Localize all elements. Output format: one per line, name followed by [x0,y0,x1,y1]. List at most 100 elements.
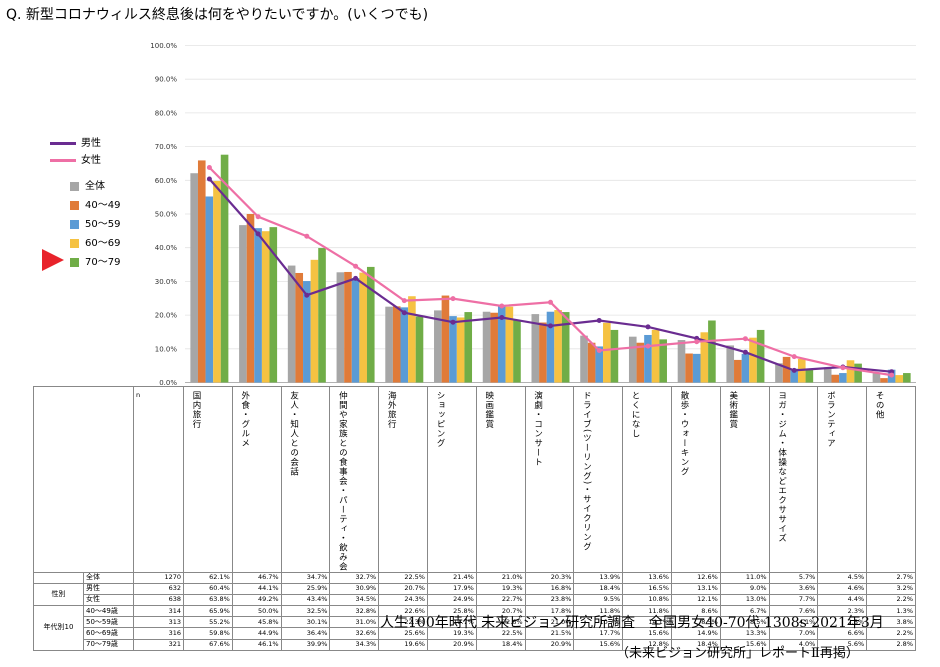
table-cell: 46.7% [231,571,282,584]
row-label: 50〜59歳 [83,616,134,629]
bar [441,295,450,383]
table-cell: 2.2% [866,593,916,607]
table-cell: 13.0% [719,593,770,607]
table-cell: 32.6% [329,627,380,640]
line-point [742,349,748,355]
bar [254,228,262,383]
row-n: 632 [133,582,184,595]
column-header-label: とくになし [630,391,641,439]
bar [903,373,911,383]
table-cell: 62.1% [183,571,233,584]
bar [359,272,367,383]
line-point [694,339,700,345]
legend-bar-entry: 全体 [70,177,105,192]
bar [692,353,701,383]
bar [513,320,521,383]
table-cell: 60.4% [183,582,233,595]
bar-line-chart: 0.0% 10.0% 20.0% 30.0% 40.0% 50.0% 60.0% 70.0% 8… [150,42,916,387]
column-header-label: 散歩・ウォーキング [678,391,689,477]
row-n: 321 [133,638,184,651]
column-header: ショッピング [426,386,477,573]
bar [318,248,326,383]
column-header: 仲間や家族との食事会・パーティ・飲み会 [329,386,380,573]
table-cell: 32.5% [280,605,331,618]
legend-bar-entry: 60〜69 [70,234,120,249]
legend-bar-label: 全体 [85,181,105,192]
table-cell: 32.8% [329,605,380,618]
legend-bar-swatch [70,181,79,191]
bar [846,360,855,383]
line-point [548,323,553,329]
table-row: 50〜59歳 313 55.2% 45.8% 30.1% 31.0% 22.3% 19.7% 2… [34,616,916,629]
line-point [206,165,212,170]
bar [482,311,491,383]
bar [456,317,465,383]
legend-bar-label: 60〜69 [85,238,121,249]
bar [734,359,742,383]
bar [449,316,457,383]
bar [546,311,555,383]
table-cell: 12.1% [670,593,721,607]
bar [269,227,278,383]
bar [580,335,588,383]
column-header: 国内旅行 [183,386,233,573]
line-point [596,318,602,323]
column-header-label: 国内旅行 [191,391,201,429]
bar [213,180,221,383]
legend-line-entry: 女性 [50,151,101,166]
bar [677,340,686,383]
table-cell: 12.6% [670,571,721,584]
y-tick-label: 70.0% [155,143,178,151]
bar [782,356,791,383]
bar [197,160,206,383]
bar [434,310,442,383]
table-cell: 9.0% [719,582,770,595]
bar [741,353,750,383]
bar [628,336,637,383]
column-header-label: 仲間や家族との食事会・パーティ・飲み会 [337,391,348,572]
y-tick-label: 100.0% [150,42,177,50]
table-cell: 16.8% [524,582,575,595]
table-cell: 22.5% [378,571,428,584]
source-reference: （未来ビジョン研究所」レポートⅡ再掲） [616,646,859,661]
table-cell: 30.9% [329,582,380,595]
bar [651,329,660,383]
line-point [548,299,553,305]
line-point [353,275,359,281]
column-header-label: ボランティア [825,391,836,448]
bar [708,320,716,383]
bar [408,296,416,383]
row-label: 60〜69歳 [83,627,134,640]
column-header: 海外旅行 [378,386,428,573]
legend-line-swatch [50,158,76,162]
table-cell: 18.4% [475,638,526,651]
table-cell: 20.9% [426,638,477,651]
column-header-label: 美術鑑賞 [727,391,738,429]
table-cell: 44.9% [231,627,282,640]
line-point [645,324,651,330]
column-header: 映画鑑賞 [475,386,526,573]
bar [831,374,840,383]
bar [400,307,409,383]
bar [595,346,604,383]
table-cell: 45.8% [231,616,282,629]
table-cell: 18.4% [573,582,624,595]
row-label: 男性 [83,582,134,595]
bar [336,272,345,383]
y-tick-label: 10.0% [155,345,178,353]
table-row: 70〜79歳 321 67.6% 46.1% 39.9% 34.3% 19.6% 20.9% 1… [34,638,916,651]
bar [561,312,570,383]
bar [805,369,814,383]
table-cell: 13.6% [622,571,672,584]
legend-bar-swatch [70,238,79,248]
bar [351,278,360,383]
table-cell: 55.2% [183,616,233,629]
table-cell: 7.7% [768,593,819,607]
table-cell: 11.0% [719,571,770,584]
bar [587,342,596,383]
table-cell: 31.0% [329,616,380,629]
bar [895,375,904,383]
bar [749,337,757,383]
table-cell: 20.9% [524,638,575,651]
line-point [791,354,797,360]
